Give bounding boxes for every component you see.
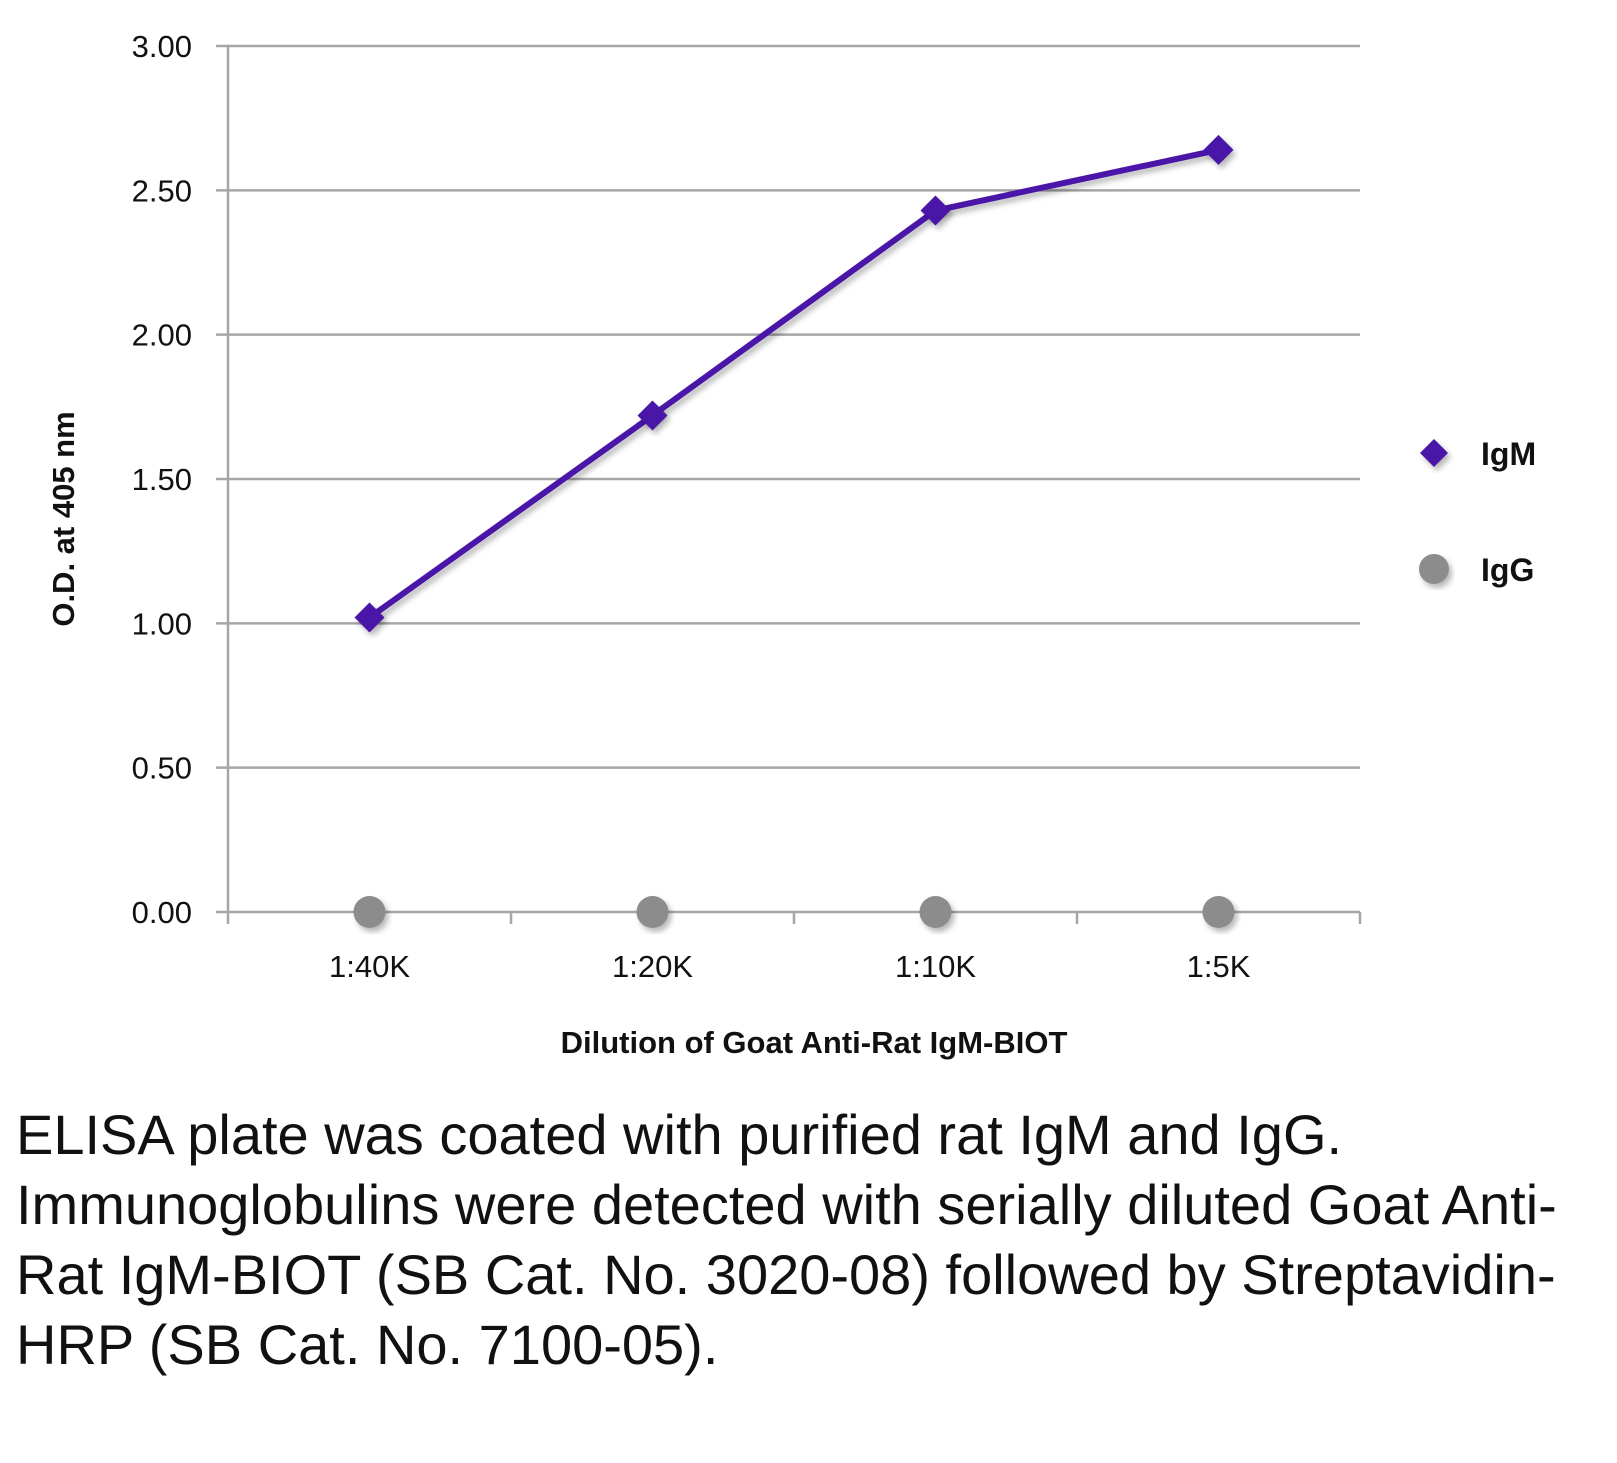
series-line-igm: [367, 146, 1220, 621]
y-tick-label: 1.00: [132, 606, 192, 641]
y-tick-label: 3.00: [132, 29, 192, 64]
legend-marker-igg: [1419, 554, 1449, 584]
data-point-igm: [1203, 134, 1234, 165]
y-tick-label: 2.00: [132, 318, 192, 353]
figure-caption: ELISA plate was coated with purified rat…: [16, 1103, 1557, 1376]
data-point-igm: [920, 195, 951, 226]
data-point-igg: [1202, 896, 1235, 928]
x-tick-label: 1:20K: [612, 949, 693, 984]
legend-marker-igm: [1420, 439, 1448, 467]
data-point-igg: [353, 896, 386, 928]
y-axis-title: O.D. at 405 nm: [46, 411, 81, 626]
legend-label-igg: IgG: [1481, 552, 1534, 588]
data-point-igm: [354, 602, 385, 633]
x-axis-title: Dilution of Goat Anti-Rat IgM-BIOT: [561, 1025, 1068, 1060]
data-point-igg: [919, 896, 952, 928]
x-tick-label: 1:40K: [329, 949, 410, 984]
chart: 0.00 0.50 1.00 1.50 2.00 2.50 3.00 1:40K 1:20K 1:…: [46, 29, 1536, 1060]
data-point-igm: [637, 400, 668, 431]
data-point-igg: [636, 896, 669, 928]
y-tick-label: 0.50: [132, 751, 192, 786]
chart-svg: 0.00 0.50 1.00 1.50 2.00 2.50 3.00 1:40K 1:20K 1:…: [46, 29, 1536, 1060]
legend-label-igm: IgM: [1481, 436, 1536, 472]
y-tick-label: 1.50: [132, 462, 192, 497]
x-tick-label: 1:10K: [895, 949, 976, 984]
y-tick-label: 0.00: [132, 895, 192, 930]
x-tick-label: 1:5K: [1187, 949, 1251, 984]
y-tick-label: 2.50: [132, 173, 192, 208]
